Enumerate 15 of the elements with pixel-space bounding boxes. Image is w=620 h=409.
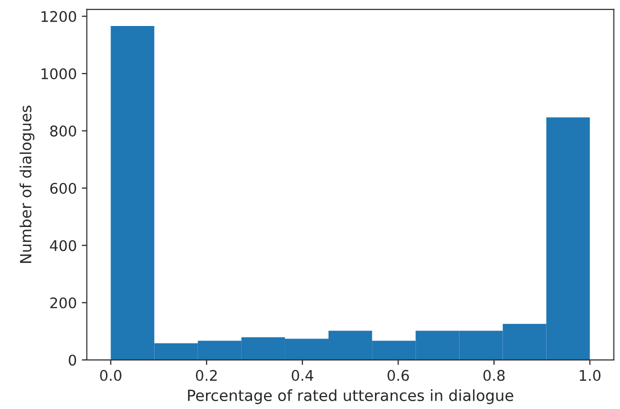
x-tick-label: 0.8 [483,370,505,381]
y-tick-label: 0 [68,354,76,366]
y-tick-label: 200 [50,297,76,308]
y-axis-title: Number of dialogues [20,106,34,263]
y-tick-label: 400 [50,240,76,252]
y-tick-label: 1200 [42,10,76,22]
x-tick-label: 1.0 [580,370,600,381]
x-tick-label: 0.4 [292,370,314,381]
y-tick-label: 800 [50,126,76,137]
y-tick-label: 600 [50,182,76,194]
x-tick-label: 0.6 [388,370,409,381]
y-tick-label: 1000 [42,68,76,80]
x-tick-label: 0.0 [100,370,122,381]
x-axis-title: Percentage of rated utterances in dialogue [188,389,514,404]
x-tick-label: 0.2 [196,370,217,381]
